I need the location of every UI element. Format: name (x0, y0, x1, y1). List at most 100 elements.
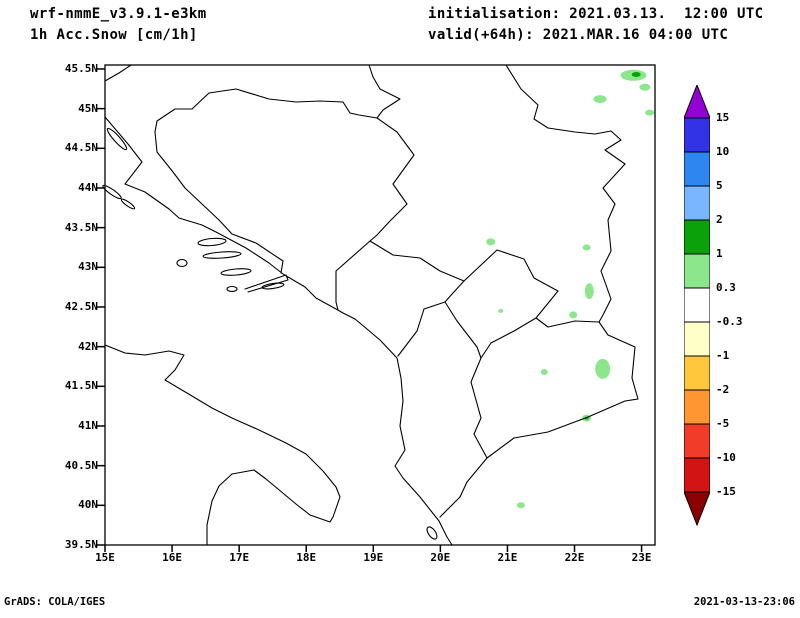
x-tick-label: 17E (229, 551, 250, 564)
snow-patch (631, 72, 641, 77)
snow-patch (639, 83, 651, 91)
border-albania-greece (439, 457, 488, 518)
init-time-label: initialisation: 2021.03.13. 12:00 UTC (428, 6, 764, 22)
snow-patch (582, 244, 591, 251)
colorbar-boundary-label: -1 (716, 349, 730, 362)
balkan-coastline (104, 116, 453, 546)
x-tick-label: 22E (564, 551, 585, 564)
y-tick-label: 39.5N (64, 538, 98, 551)
grads-credit: GrADS: COLA/IGES (4, 596, 106, 608)
map-canvas (97, 64, 656, 552)
x-tick-label: 15E (95, 551, 115, 564)
y-tick-label: 45.5N (64, 61, 98, 75)
snow-patch (645, 109, 655, 116)
border-montenegro-serbia (369, 240, 465, 282)
snow-patch (595, 358, 611, 379)
y-tick-label: 42.5N (64, 299, 98, 313)
axis-tick-marks (97, 68, 643, 552)
colorbar-boundary-label: -2 (716, 383, 730, 396)
peljesac-peninsula (244, 274, 289, 293)
valid-time-label: valid(+64h): 2021.MAR.16 04:00 UTC (428, 27, 729, 43)
x-tick-label: 23E (631, 551, 652, 564)
border-croatia-serbia-drina (368, 64, 415, 242)
italy-coastline (104, 344, 341, 546)
creation-timestamp: 2021-03-13-23:06 (693, 596, 795, 608)
border-croatia-bosnia (154, 88, 378, 274)
colorbar (684, 85, 710, 526)
snow-patch (540, 369, 548, 375)
colorbar-segment (684, 151, 710, 187)
colorbar-segment (684, 117, 710, 153)
x-tick-label: 18E (296, 551, 317, 564)
colorbar-segment (684, 457, 710, 493)
island-brac (197, 237, 227, 247)
colorbar-segment (684, 423, 710, 459)
colorbar-boundary-label: -0.3 (716, 315, 743, 328)
colorbar-segment (684, 253, 710, 289)
colorbar-segment (684, 287, 710, 323)
snow-patch (569, 311, 578, 319)
island-lastovo (226, 285, 238, 293)
y-tick-label: 44.5N (64, 141, 98, 155)
border-montenegro-albania (397, 301, 446, 357)
border-albania-macedonia (470, 357, 488, 459)
island-mljet (261, 282, 285, 290)
colorbar-boundary-label: 10 (716, 145, 730, 158)
colorbar-boundary-label: -10 (716, 451, 736, 464)
colorbar-segment (684, 355, 710, 391)
y-tick-label: 40.5N (64, 458, 98, 472)
colorbar-boundary-label: 2 (716, 213, 723, 226)
colorbar-segment (684, 185, 710, 221)
border-macedonia-bulgaria (598, 321, 639, 400)
colorbar-boundary-label: 15 (716, 111, 730, 124)
island-kornati (120, 198, 136, 210)
island-hvar (202, 251, 242, 259)
model-title: wrf-nmmE_v3.9.1-e3km (30, 6, 207, 22)
y-tick-label: 42N (78, 339, 98, 353)
snow-accumulation-patches (486, 69, 655, 509)
y-tick-label: 45N (78, 101, 98, 115)
border-macedonia-greece (486, 398, 639, 459)
snow-patch (516, 502, 525, 509)
plot-frame (104, 64, 656, 546)
border-slovenia-croatia (104, 64, 132, 82)
border-serbia-romania (505, 64, 626, 165)
y-tick-label: 41N (78, 418, 98, 432)
island-vis (176, 258, 188, 268)
snow-patch (584, 283, 594, 300)
border-kosovo-serbia (463, 249, 559, 319)
border-serbia-bulgaria (598, 163, 626, 323)
y-tick-label: 44N (78, 180, 98, 194)
border-kosovo-albania (444, 301, 482, 359)
island-dugi-otok (102, 184, 122, 200)
colorbar-boundary-label: 1 (716, 247, 723, 260)
y-tick-label: 40N (78, 498, 98, 512)
colorbar-bottom-arrow (684, 491, 710, 526)
y-tick-label: 41.5N (64, 379, 98, 393)
border-macedonia-serbia (480, 317, 600, 359)
island-korcula (220, 268, 252, 276)
colorbar-boundary-label: -15 (716, 485, 736, 498)
colorbar-boundary-label: 0.3 (716, 281, 736, 294)
island-corfu (426, 526, 438, 540)
snow-patch (498, 309, 504, 313)
snow-patch (486, 238, 496, 246)
colorbar-segment (684, 321, 710, 357)
colorbar-segment (684, 219, 710, 255)
x-tick-label: 19E (363, 551, 384, 564)
snow-patch (593, 95, 607, 104)
colorbar-segment (684, 389, 710, 425)
y-tick-label: 43.5N (64, 220, 98, 234)
island-pag (106, 127, 128, 151)
colorbar-boundary-label: -5 (716, 417, 730, 430)
coastlines-and-borders (102, 64, 639, 546)
x-tick-label: 20E (430, 551, 451, 564)
x-tick-label: 16E (162, 551, 182, 564)
y-tick-label: 43N (78, 260, 98, 274)
field-title: 1h Acc.Snow [cm/1h] (30, 27, 198, 43)
border-bosnia-montenegro (335, 240, 371, 311)
colorbar-top-arrow (684, 85, 710, 119)
colorbar-boundary-label: 5 (716, 179, 723, 192)
x-tick-label: 21E (497, 551, 518, 564)
